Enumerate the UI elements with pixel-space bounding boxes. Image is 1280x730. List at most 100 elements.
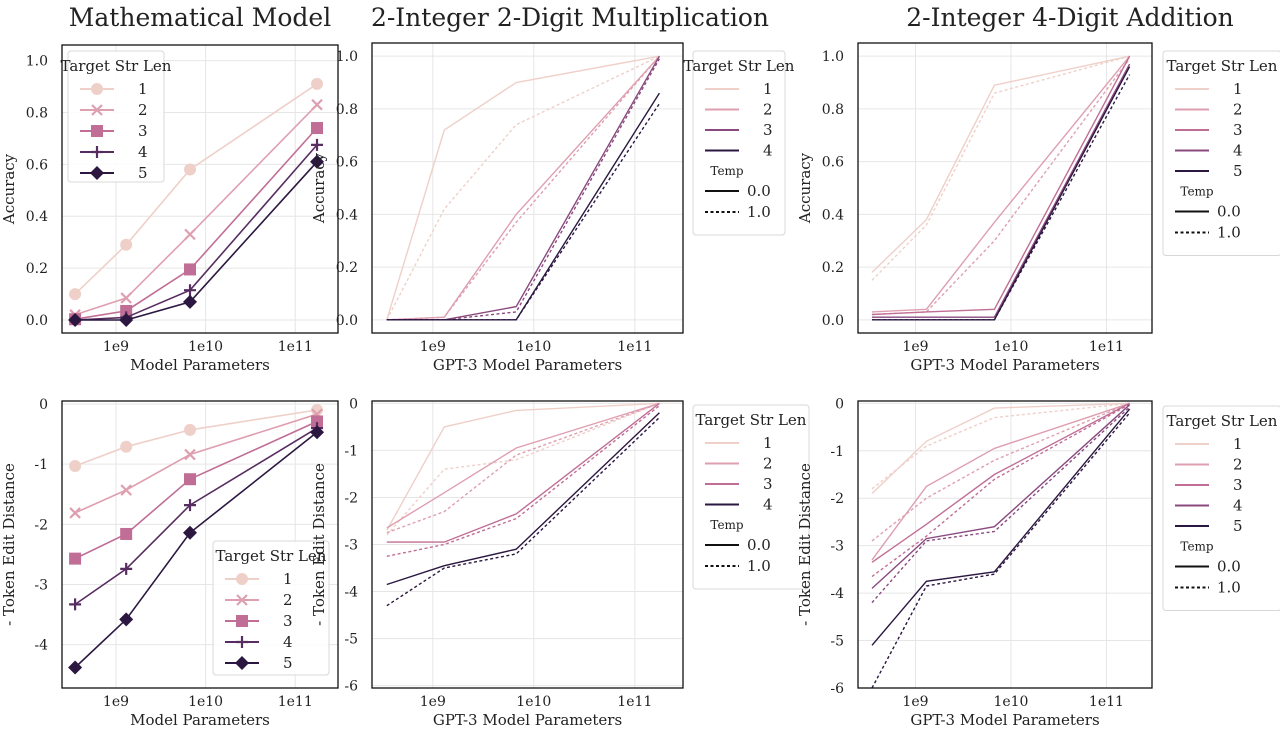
data-point-5 xyxy=(119,313,134,328)
y-tick-label: -4 xyxy=(34,638,48,654)
legend-label-4: 4 xyxy=(283,633,293,651)
series-line-3-temp1 xyxy=(386,58,661,321)
legend-title: Target Str Len xyxy=(1167,412,1278,430)
y-tick-label: 0.0 xyxy=(26,313,48,329)
series-line-2-temp1 xyxy=(386,55,660,321)
series-line-2-temp1 xyxy=(871,58,1131,316)
x-tick-label: 1e9 xyxy=(103,694,129,710)
y-tick-label: -5 xyxy=(830,634,844,650)
data-point-2 xyxy=(69,507,81,519)
series-line-3-temp1 xyxy=(871,403,1130,578)
chart-math-acc: 0.0 0.2 0.4 0.6 0.8 1.0 1e9 1e10 1e11 Model Param… xyxy=(0,44,339,374)
y-tick-label: -5 xyxy=(344,632,358,648)
y-axis-label: - Token Edit Distance xyxy=(796,463,814,626)
y-tick-label: 0.6 xyxy=(822,155,844,171)
data-point-4 xyxy=(311,138,324,151)
x-tick-label: 1e11 xyxy=(278,694,313,710)
x-axis-label: Model Parameters xyxy=(130,356,270,374)
x-tick-label: 1e11 xyxy=(617,694,652,710)
series-line-4-temp1 xyxy=(871,406,1131,604)
y-tick-label: -1 xyxy=(344,443,358,459)
legend-box xyxy=(67,50,165,183)
y-axis-label: Accuracy xyxy=(310,152,328,224)
series-line-2-temp1 xyxy=(386,402,660,534)
y-tick-label: -4 xyxy=(344,585,358,601)
y-tick-label: 1.0 xyxy=(822,49,844,65)
data-point-5 xyxy=(68,660,83,675)
legend-label-1: 1 xyxy=(763,434,773,452)
series-line-2 xyxy=(871,402,1130,561)
data-point-3 xyxy=(184,473,197,486)
plot-frame xyxy=(61,400,339,689)
data-point-5 xyxy=(183,294,198,309)
data-point-2 xyxy=(120,292,132,304)
data-point-1 xyxy=(311,404,324,417)
series-line-1-temp1 xyxy=(386,55,660,321)
y-tick-label: 0.4 xyxy=(822,207,844,223)
chart-math-ted: 0 -1 -2 -3 -4 1e9 1e10 1e11 Model Parameters - To… xyxy=(0,397,339,729)
data-point-3 xyxy=(120,304,133,317)
series-line-1 xyxy=(74,409,318,467)
series-line-1 xyxy=(74,83,318,295)
legend-title: Target Str Len xyxy=(216,547,327,565)
data-point-3 xyxy=(184,263,197,276)
legend-temp-title: Temp xyxy=(1180,185,1214,199)
x-tick-label: 1e10 xyxy=(516,339,551,355)
legend-temp-label: 1.0 xyxy=(747,203,771,221)
x-axis-label: GPT-3 Model Parameters xyxy=(910,356,1099,374)
legend-label-1: 1 xyxy=(138,80,148,98)
x-tick-label: 1e11 xyxy=(278,339,313,355)
legend-label-5: 5 xyxy=(1233,162,1243,180)
x-tick-label: 1e10 xyxy=(993,694,1028,710)
y-tick-label: 0.0 xyxy=(336,313,358,329)
data-point-5 xyxy=(119,612,134,627)
y-tick-label: 0.2 xyxy=(336,260,358,276)
x-tick-label: 1e10 xyxy=(516,694,551,710)
legend-label-1: 1 xyxy=(763,80,773,98)
series-line-1 xyxy=(386,402,660,531)
x-tick-label: 1e10 xyxy=(188,339,223,355)
plot-frame xyxy=(371,42,684,334)
x-axis-label: GPT-3 Model Parameters xyxy=(433,356,622,374)
legend-marker-4 xyxy=(91,146,103,158)
series-line-5 xyxy=(75,161,318,321)
series-line-3 xyxy=(871,402,1130,563)
legend-marker-4 xyxy=(236,636,248,648)
legend-label-2: 2 xyxy=(763,101,773,119)
chart-title-addition: 2-Integer 4-Digit Addition xyxy=(906,3,1234,32)
plot-frame xyxy=(371,400,684,689)
legend-label-3: 3 xyxy=(1233,476,1243,494)
chart-title-multiplication: 2-Integer 2-Digit Multiplication xyxy=(370,3,770,32)
legend-temp-label: 1.0 xyxy=(1217,579,1241,597)
x-tick-label: 1e9 xyxy=(420,339,446,355)
y-tick-label: -1 xyxy=(34,457,48,473)
legend-label-3: 3 xyxy=(138,122,148,140)
legend-label-1: 1 xyxy=(1233,435,1243,453)
data-point-5 xyxy=(310,425,325,440)
data-point-1 xyxy=(120,440,133,453)
y-tick-label: -1 xyxy=(830,444,844,460)
y-tick-label: 0.6 xyxy=(336,155,358,171)
data-point-5 xyxy=(183,525,198,540)
y-axis-label: - Token Edit Distance xyxy=(310,463,328,626)
legend-marker-2 xyxy=(91,104,103,116)
legend-marker-5 xyxy=(90,166,104,180)
legend-label-2: 2 xyxy=(1233,101,1243,119)
legend-label-2: 2 xyxy=(1233,456,1243,474)
data-point-5 xyxy=(310,154,325,169)
data-point-1 xyxy=(120,238,133,251)
y-tick-label: 0 xyxy=(349,396,358,412)
x-axis-label: GPT-3 Model Parameters xyxy=(433,711,622,729)
legend-box xyxy=(1162,50,1280,256)
data-point-1 xyxy=(69,288,82,301)
series-line-3-temp1 xyxy=(386,405,660,557)
y-tick-label: 0.8 xyxy=(26,105,48,121)
legend-label-4: 4 xyxy=(1233,497,1243,515)
series-line-1 xyxy=(871,55,1130,273)
x-tick-label: 1e9 xyxy=(103,339,129,355)
data-point-1 xyxy=(69,459,82,472)
legend-temp-title: Temp xyxy=(1180,540,1214,554)
plot-frame xyxy=(857,400,1153,689)
